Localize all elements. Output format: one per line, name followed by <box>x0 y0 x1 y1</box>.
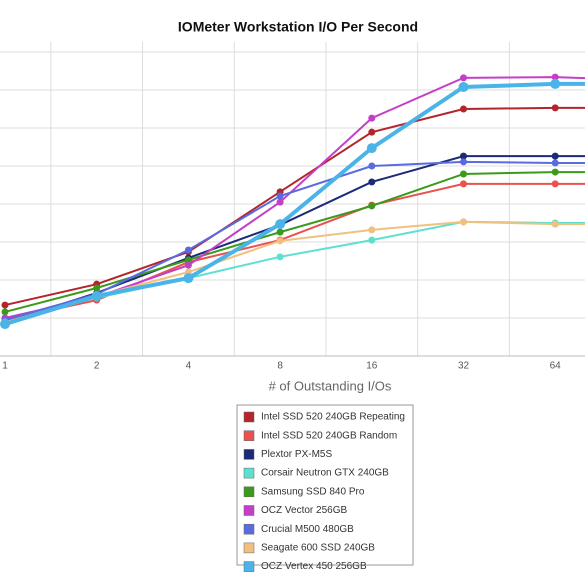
point <box>460 74 467 82</box>
point <box>458 81 469 92</box>
legend-label: Intel SSD 520 240GB Repeating <box>261 412 405 423</box>
legend-label: Samsung SSD 840 Pro <box>261 486 365 497</box>
legend-label: Crucial M500 480GB <box>261 524 354 535</box>
x-axis-label: # of Outstanding I/Os <box>269 378 392 393</box>
legend-swatch <box>243 505 255 516</box>
point <box>276 228 284 236</box>
point <box>276 253 284 261</box>
point <box>460 170 467 178</box>
point <box>550 78 561 89</box>
point <box>276 237 284 245</box>
x-tick-label: 16 <box>366 361 378 372</box>
point <box>368 202 376 210</box>
x-tick-label: 1 <box>2 361 8 372</box>
chart-title: IOMeter Workstation I/O Per Second <box>178 19 418 35</box>
series-line <box>4 76 585 319</box>
point <box>368 236 376 244</box>
point <box>0 319 10 330</box>
legend-label: Plextor PX-M5S <box>261 449 332 460</box>
series-line <box>4 160 585 321</box>
series-line <box>4 81 585 326</box>
point <box>91 290 102 301</box>
point <box>368 226 376 234</box>
legend-label: OCZ Vertex 450 256GB <box>261 561 367 572</box>
point <box>368 162 376 170</box>
point <box>460 158 467 166</box>
point <box>368 128 376 136</box>
point <box>276 192 284 200</box>
x-tick-label: 8 <box>277 361 283 372</box>
point <box>551 180 559 188</box>
point <box>183 273 194 284</box>
point <box>551 168 559 176</box>
point <box>551 220 559 228</box>
point <box>368 178 376 186</box>
point <box>551 159 559 167</box>
legend-label: Seagate 600 SSD 240GB <box>261 543 375 554</box>
point <box>460 105 467 113</box>
point <box>368 114 376 122</box>
legend-box <box>236 404 414 566</box>
point <box>460 152 467 160</box>
x-tick-label: 2 <box>94 361 100 372</box>
point <box>460 218 467 226</box>
legend-swatch <box>243 561 255 572</box>
point <box>184 256 192 264</box>
legend-swatch <box>243 411 255 423</box>
legend-swatch <box>243 523 255 535</box>
legend-swatch <box>243 467 255 479</box>
point <box>184 246 192 254</box>
series-line <box>4 220 585 319</box>
point <box>275 219 286 230</box>
legend-label: Corsair Neutron GTX 240GB <box>261 468 389 479</box>
point <box>551 104 559 112</box>
x-tick-label: 4 <box>186 361 192 372</box>
point <box>276 198 284 206</box>
series-line <box>4 220 585 324</box>
legend-swatch <box>243 542 255 554</box>
series-line <box>4 106 585 307</box>
x-tick-label: 32 <box>458 361 470 372</box>
point <box>366 143 377 154</box>
point <box>93 284 101 292</box>
legend-swatch <box>243 430 255 441</box>
legend-label: OCZ Vector 256GB <box>261 505 347 516</box>
point <box>551 73 559 81</box>
x-tick-label: 64 <box>550 361 562 372</box>
point <box>184 261 192 269</box>
legend-label: Intel SSD 520 240GB Random <box>261 430 397 441</box>
legend-swatch <box>243 449 255 460</box>
point <box>460 180 467 188</box>
point <box>1 301 9 309</box>
legend-swatch <box>243 486 255 498</box>
point <box>551 152 559 160</box>
series-line <box>4 171 585 313</box>
point <box>1 308 9 316</box>
